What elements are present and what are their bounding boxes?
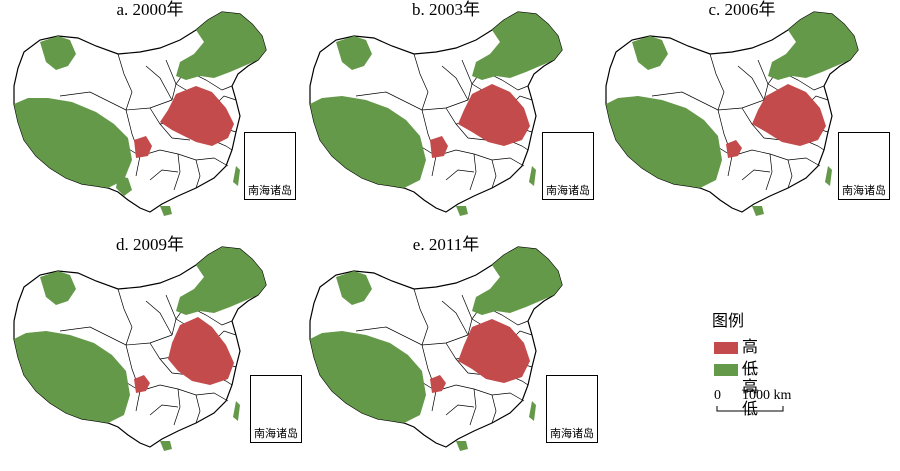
high-high-region-central — [752, 84, 826, 146]
low-low-region-hainan — [456, 206, 468, 216]
low-low-region-hainan — [752, 206, 764, 216]
inset-label: 南海诸岛 — [842, 185, 886, 197]
low-low-region-taiwan — [233, 401, 240, 421]
china-map — [13, 246, 267, 451]
high-high-region-sichuan — [430, 375, 446, 393]
inset-label: 南海诸岛 — [254, 428, 298, 440]
inset-label: 南海诸岛 — [546, 185, 590, 197]
low-low-region-northeast — [176, 247, 266, 315]
low-low-region-northeast — [472, 247, 562, 315]
legend-swatch-high-high — [714, 342, 738, 354]
high-high-region-central — [458, 319, 530, 383]
scale-max-label: 1000 km — [742, 388, 792, 403]
south-china-sea-inset: 南海诸岛 — [542, 132, 594, 200]
panel-title: b. 2003年 — [412, 0, 480, 19]
panel-title: e. 2011年 — [412, 235, 480, 254]
low-low-region-hainan — [160, 441, 172, 451]
legend-label: 高—高 — [742, 339, 759, 396]
low-low-region-taiwan — [825, 166, 832, 186]
panel-title: a. 2000年 — [116, 0, 184, 19]
low-low-region-hainan — [160, 206, 172, 216]
low-low-region-northeast — [472, 12, 562, 80]
south-china-sea-inset: 南海诸岛 — [838, 132, 890, 200]
high-high-region-sichuan — [134, 136, 152, 158]
low-low-region-taiwan — [529, 401, 536, 421]
high-high-region-central — [160, 86, 234, 146]
legend-title: 图例 — [712, 313, 745, 330]
map-panel-2003: b. 2003年 南海诸岛 — [296, 0, 596, 236]
high-high-region-sichuan — [134, 375, 150, 393]
low-low-region-taiwan — [529, 166, 536, 186]
high-high-region-sichuan — [726, 140, 742, 158]
panel-title: c. 2006年 — [708, 0, 776, 19]
china-map — [309, 11, 563, 216]
map-panel-2009: d. 2009年 南海诸岛 — [0, 235, 302, 471]
china-map — [13, 11, 267, 216]
south-china-sea-inset: 南海诸岛 — [250, 375, 302, 443]
map-panel-2000: a. 2000年 南海诸岛 — [0, 0, 300, 236]
low-low-region-northeast — [768, 12, 858, 80]
legend-swatch-low-low — [714, 364, 738, 376]
low-low-region-west — [14, 98, 132, 188]
low-low-region-taiwan — [233, 166, 240, 186]
low-low-region-west — [310, 96, 426, 188]
low-low-region-northwest — [632, 36, 668, 70]
low-low-region-northwest — [40, 36, 76, 70]
china-map — [309, 246, 563, 451]
scale-bar-line — [716, 406, 784, 412]
low-low-region-west — [310, 331, 426, 423]
low-low-region-west — [606, 96, 722, 188]
low-low-region-northwest — [336, 271, 372, 305]
high-high-region-sichuan — [430, 136, 448, 158]
inset-label: 南海诸岛 — [550, 428, 594, 440]
map-panel-2011: e. 2011年 南海诸岛 — [296, 235, 598, 471]
scale-bar: 0 1000 km — [712, 386, 832, 416]
map-panel-2006: c. 2006年 南海诸岛 — [592, 0, 892, 236]
south-china-sea-inset: 南海诸岛 — [244, 132, 296, 200]
legend-label: 低—低 — [742, 361, 759, 418]
low-low-region-west — [14, 331, 130, 423]
low-low-region-northeast — [176, 12, 266, 80]
low-low-region-hainan — [456, 441, 468, 451]
legend: 图例 高—高 低—低 0 1000 km — [712, 312, 832, 422]
scale-zero-label: 0 — [714, 388, 721, 403]
high-high-region-central — [458, 84, 530, 146]
high-high-region-central — [168, 317, 234, 385]
inset-label: 南海诸岛 — [248, 185, 292, 197]
south-china-sea-inset: 南海诸岛 — [546, 375, 598, 443]
low-low-region-south — [116, 176, 132, 196]
low-low-region-northwest — [40, 271, 76, 305]
panel-title: d. 2009年 — [116, 235, 184, 254]
china-map — [605, 11, 859, 216]
low-low-region-northwest — [336, 36, 372, 70]
